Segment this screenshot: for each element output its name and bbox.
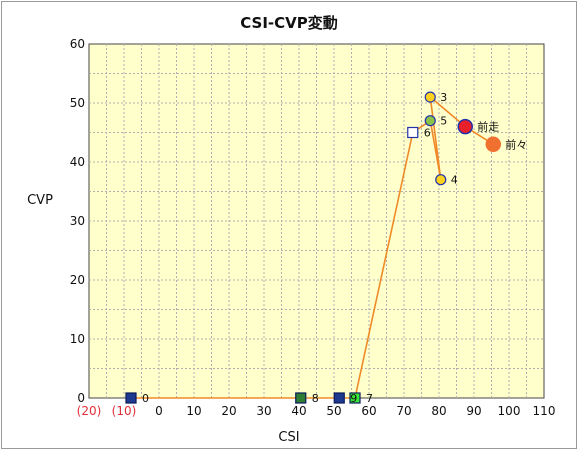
- y-tick-label: 30: [70, 214, 85, 228]
- x-tick-label: 20: [221, 404, 236, 418]
- x-tick-label: 10: [186, 404, 201, 418]
- x-tick-label: 80: [431, 404, 446, 418]
- data-point-marker: [349, 392, 361, 404]
- y-tick-label: 20: [70, 273, 85, 287]
- x-tick-label: 110: [533, 404, 556, 418]
- data-points: [125, 91, 501, 404]
- data-point-marker: [457, 118, 473, 135]
- data-point-label: 8: [312, 392, 319, 405]
- x-tick-label: (20): [77, 404, 102, 418]
- data-point-label: 前走: [477, 120, 499, 134]
- data-point-label: 前々: [505, 137, 527, 151]
- y-tick-label: 0: [77, 391, 85, 405]
- data-point-label: 4: [451, 174, 458, 187]
- x-tick-label: 0: [155, 404, 163, 418]
- data-point-marker: [407, 126, 419, 139]
- data-point-marker: [435, 174, 447, 186]
- chart-title: CSI-CVP変動: [240, 14, 338, 32]
- x-axis-ticks: (20) (10) 0 10 20 30 40 50 60 70 80 90 100 110: [77, 404, 556, 418]
- data-point-marker: [485, 136, 501, 153]
- data-point-label: 9: [350, 392, 357, 405]
- data-line: [131, 95, 494, 399]
- y-tick-label: 60: [70, 37, 85, 51]
- data-point-label: 7: [366, 392, 373, 405]
- x-tick-label: 50: [326, 404, 341, 418]
- x-tick-label: 100: [498, 404, 521, 418]
- data-point-label: 5: [440, 115, 447, 128]
- data-point-marker: [125, 392, 137, 404]
- x-tick-label: 30: [256, 404, 271, 418]
- y-axis-ticks: 0 10 20 30 40 50 60: [70, 37, 85, 405]
- data-point-label: 0: [142, 392, 149, 405]
- data-point-marker: [424, 115, 436, 127]
- x-tick-label: 70: [396, 404, 411, 418]
- grid-lines: [89, 44, 544, 398]
- x-tick-label: 60: [361, 404, 376, 418]
- y-tick-label: 40: [70, 155, 85, 169]
- series-line: [131, 95, 494, 399]
- x-tick-label: (10): [112, 404, 137, 418]
- data-point-marker: [424, 91, 436, 103]
- data-point-marker: [295, 392, 307, 404]
- x-axis-label: CSI: [278, 430, 299, 445]
- data-point-label: 6: [424, 127, 431, 140]
- data-point-label: 3: [440, 91, 447, 104]
- x-tick-label: 40: [291, 404, 306, 418]
- y-tick-label: 10: [70, 332, 85, 346]
- y-tick-label: 50: [70, 96, 85, 110]
- data-point-marker: [333, 392, 345, 404]
- y-axis-label: CVP: [27, 193, 53, 208]
- x-tick-label: 90: [466, 404, 481, 418]
